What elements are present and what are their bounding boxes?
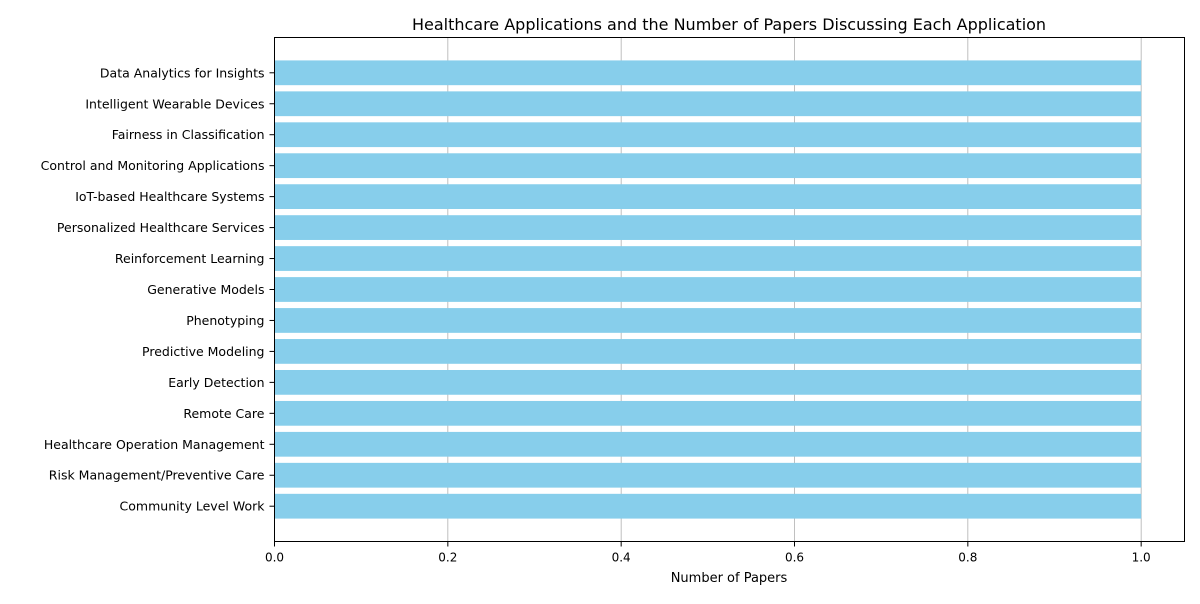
y-tick-label: Healthcare Operation Management <box>44 437 265 452</box>
y-tick-label: Personalized Healthcare Services <box>57 220 265 235</box>
y-axis-ticks: Data Analytics for Insights Intelligent W… <box>41 65 275 514</box>
chart-title: Healthcare Applications and the Number o… <box>412 15 1046 34</box>
y-tick-label: Risk Management/Preventive Care <box>49 468 265 483</box>
bar <box>274 246 1142 271</box>
bar <box>274 431 1142 457</box>
bar <box>274 493 1142 519</box>
x-tick-label: 1.0 <box>1132 551 1151 565</box>
y-tick-label: Early Detection <box>168 375 264 390</box>
y-tick-label: Phenotyping <box>186 313 264 328</box>
y-tick-label: Generative Models <box>147 282 264 297</box>
y-tick-label: IoT-based Healthcare Systems <box>75 189 264 204</box>
y-tick-label: Predictive Modeling <box>142 344 264 359</box>
x-tick-label: 0.0 <box>265 551 284 565</box>
y-tick-label: Remote Care <box>183 406 264 421</box>
y-tick-label: Intelligent Wearable Devices <box>85 96 264 111</box>
bar <box>274 277 1142 302</box>
bar <box>274 462 1142 488</box>
bar <box>274 91 1142 117</box>
bars <box>274 60 1142 519</box>
bar <box>274 400 1142 426</box>
bar <box>274 122 1142 148</box>
x-axis-ticks: 0.0 0.2 0.4 0.6 0.8 1.0 <box>265 541 1151 565</box>
x-tick-label: 0.8 <box>958 551 977 565</box>
y-tick-label: Community Level Work <box>120 499 266 514</box>
bar <box>274 369 1142 395</box>
y-tick-label: Data Analytics for Insights <box>100 65 265 80</box>
y-tick-label: Reinforcement Learning <box>115 251 265 266</box>
bar <box>274 153 1142 179</box>
bar <box>274 308 1142 333</box>
bar <box>274 215 1142 240</box>
bar <box>274 184 1142 210</box>
x-tick-label: 0.6 <box>785 551 804 565</box>
y-tick-label: Fairness in Classification <box>112 127 265 142</box>
x-axis-label: Number of Papers <box>671 571 788 586</box>
bar <box>274 60 1142 86</box>
x-tick-label: 0.4 <box>612 551 631 565</box>
bar <box>274 339 1142 364</box>
y-tick-label: Control and Monitoring Applications <box>41 158 265 173</box>
x-tick-label: 0.2 <box>438 551 457 565</box>
